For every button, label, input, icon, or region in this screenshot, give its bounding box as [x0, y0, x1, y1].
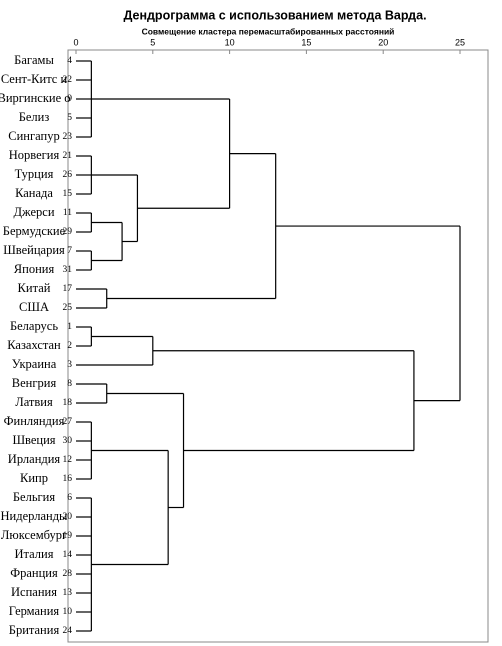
leaf-label: Беларусь — [10, 319, 58, 333]
leaf-label: Кипр — [20, 471, 48, 485]
case-number: 31 — [63, 265, 73, 275]
leaf-label: Виргинские о — [0, 91, 71, 105]
case-number: 17 — [63, 284, 73, 294]
leaf-label: Люксембург — [1, 528, 67, 542]
leaf-label: Италия — [15, 547, 54, 561]
leaf-label: Финляндия — [4, 414, 65, 428]
case-number: 23 — [63, 132, 73, 142]
leaf-label: Турция — [15, 167, 54, 181]
leaf-label: Бермудские — [3, 224, 66, 238]
case-number: 18 — [63, 398, 73, 408]
x-tick-label: 15 — [301, 37, 311, 47]
case-number: 13 — [63, 588, 73, 598]
leaf-label: Канада — [15, 186, 53, 200]
case-number: 6 — [67, 493, 72, 503]
leaf-label: Джерси — [13, 205, 54, 219]
leaf-label: Франция — [10, 566, 58, 580]
leaf-label: Швеция — [12, 433, 55, 447]
case-number: 30 — [63, 436, 73, 446]
leaf-label: Сент-Китс и — [1, 72, 68, 86]
case-number: 16 — [63, 474, 73, 484]
x-tick-label: 20 — [378, 37, 388, 47]
case-number: 7 — [67, 246, 72, 256]
case-number: 11 — [63, 208, 72, 218]
leaf-label: США — [19, 300, 49, 314]
case-number: 29 — [63, 227, 73, 237]
case-number: 25 — [63, 303, 73, 313]
case-number: 28 — [63, 569, 73, 579]
x-tick-label: 10 — [225, 37, 235, 47]
x-tick-label: 5 — [150, 37, 155, 47]
leaf-label: Сингапур — [8, 129, 59, 143]
leaf-label: Германия — [9, 604, 60, 618]
case-number: 14 — [63, 550, 73, 560]
leaf-label: Испания — [11, 585, 57, 599]
case-number: 10 — [63, 607, 73, 617]
case-number: 21 — [63, 151, 73, 161]
case-number: 8 — [67, 379, 72, 389]
case-number: 27 — [63, 417, 73, 427]
leaf-label: Швейцария — [3, 243, 65, 257]
case-number: 5 — [67, 113, 72, 123]
case-number: 3 — [67, 360, 72, 370]
leaf-label: Ирландия — [8, 452, 61, 466]
case-number: 24 — [63, 626, 73, 636]
leaf-label: Британия — [9, 623, 60, 637]
leaf-label: Япония — [14, 262, 55, 276]
leaf-label: Китай — [18, 281, 51, 295]
case-number: 4 — [67, 56, 72, 66]
case-number: 22 — [63, 75, 73, 85]
case-number: 26 — [63, 170, 73, 180]
case-number: 20 — [63, 512, 73, 522]
axis-title: Совмещение кластера перемасштабированных… — [142, 26, 395, 36]
leaf-label: Нидерланды — [1, 509, 69, 523]
leaf-label: Багамы — [14, 53, 54, 67]
leaf-label: Украина — [12, 357, 57, 371]
case-number: 19 — [63, 531, 73, 541]
chart-title: Дендрограмма с использованием метода Вар… — [123, 8, 426, 22]
leaf-label: Венгрия — [12, 376, 57, 390]
plot-frame — [67, 49, 489, 643]
x-tick-label: 25 — [455, 37, 465, 47]
case-number: 1 — [67, 322, 72, 332]
leaf-label: Бельгия — [13, 490, 55, 504]
leaf-label: Казахстан — [7, 338, 61, 352]
leaf-label: Норвегия — [9, 148, 60, 162]
case-number: 9 — [67, 94, 72, 104]
leaf-label: Латвия — [15, 395, 53, 409]
x-tick-label: 0 — [73, 37, 78, 47]
case-number: 15 — [63, 189, 73, 199]
case-number: 12 — [63, 455, 73, 465]
leaf-label: Белиз — [19, 110, 50, 124]
case-number: 2 — [67, 341, 72, 351]
